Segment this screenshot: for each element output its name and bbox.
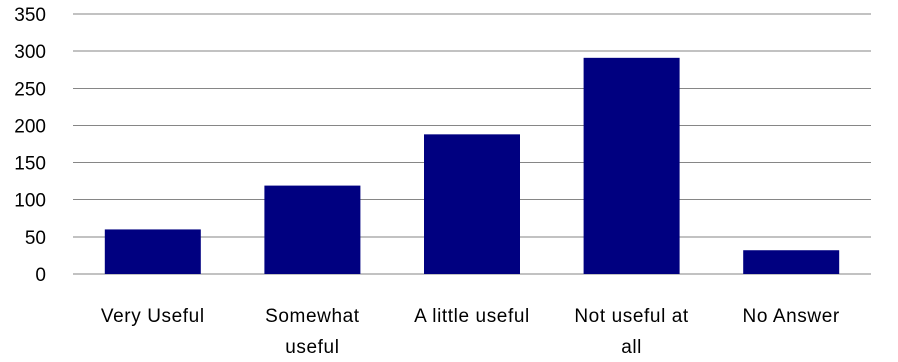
y-tick-label: 300 xyxy=(14,42,46,63)
y-tick-label: 50 xyxy=(25,228,46,249)
y-tick-label: 100 xyxy=(14,191,46,212)
bar-1 xyxy=(104,229,201,274)
y-tick-label: 200 xyxy=(14,116,46,137)
y-tick-label: 0 xyxy=(35,265,46,286)
y-axis-tick-labels: 0 50 100 150 200 250 300 350 xyxy=(14,5,46,286)
bar-2 xyxy=(264,185,361,274)
x-category-label: Very Useful xyxy=(101,306,205,327)
x-category-label: Somewhat useful xyxy=(265,306,360,358)
bars xyxy=(104,57,840,275)
y-tick-label: 150 xyxy=(14,154,46,175)
x-category-label: No Answer xyxy=(743,306,840,327)
bar-5 xyxy=(743,250,840,274)
bar-4 xyxy=(583,57,680,275)
x-category-label: Not useful at all xyxy=(574,306,689,358)
bar-3 xyxy=(424,134,520,274)
x-category-label: A little useful xyxy=(414,306,530,327)
x-axis-category-labels: Very Useful Somewhat useful A little useful… xyxy=(101,306,840,358)
y-tick-label: 350 xyxy=(14,5,46,26)
y-tick-label: 250 xyxy=(14,79,46,100)
